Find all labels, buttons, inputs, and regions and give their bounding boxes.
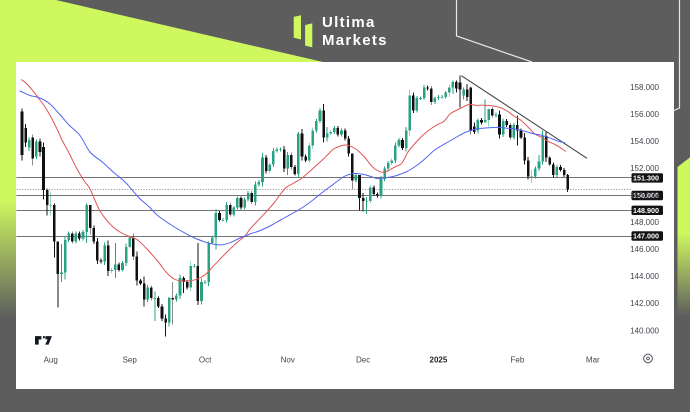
svg-text:Sep: Sep (123, 356, 138, 365)
svg-text:146.000: 146.000 (630, 245, 659, 254)
svg-text:156.000: 156.000 (630, 110, 659, 119)
svg-text:150.000: 150.000 (630, 191, 659, 200)
svg-text:Aug: Aug (44, 356, 58, 365)
svg-text:Mar: Mar (586, 356, 600, 365)
svg-text:Oct: Oct (199, 356, 212, 365)
svg-text:154.000: 154.000 (630, 137, 659, 146)
svg-text:148.900: 148.900 (633, 206, 659, 215)
svg-text:140.000: 140.000 (630, 326, 659, 335)
svg-text:2025: 2025 (430, 356, 448, 365)
svg-text:Nov: Nov (281, 356, 295, 365)
svg-text:158.000: 158.000 (630, 83, 659, 92)
svg-text:151.300: 151.300 (633, 173, 659, 182)
svg-text:150.000: 150.000 (633, 191, 659, 200)
svg-text:148.000: 148.000 (630, 218, 659, 227)
svg-text:Dec: Dec (356, 356, 370, 365)
svg-text:147.000: 147.000 (633, 232, 659, 241)
svg-text:Feb: Feb (511, 356, 525, 365)
svg-text:142.000: 142.000 (630, 299, 659, 308)
svg-text:144.000: 144.000 (630, 272, 659, 281)
svg-text:152.000: 152.000 (630, 164, 659, 173)
